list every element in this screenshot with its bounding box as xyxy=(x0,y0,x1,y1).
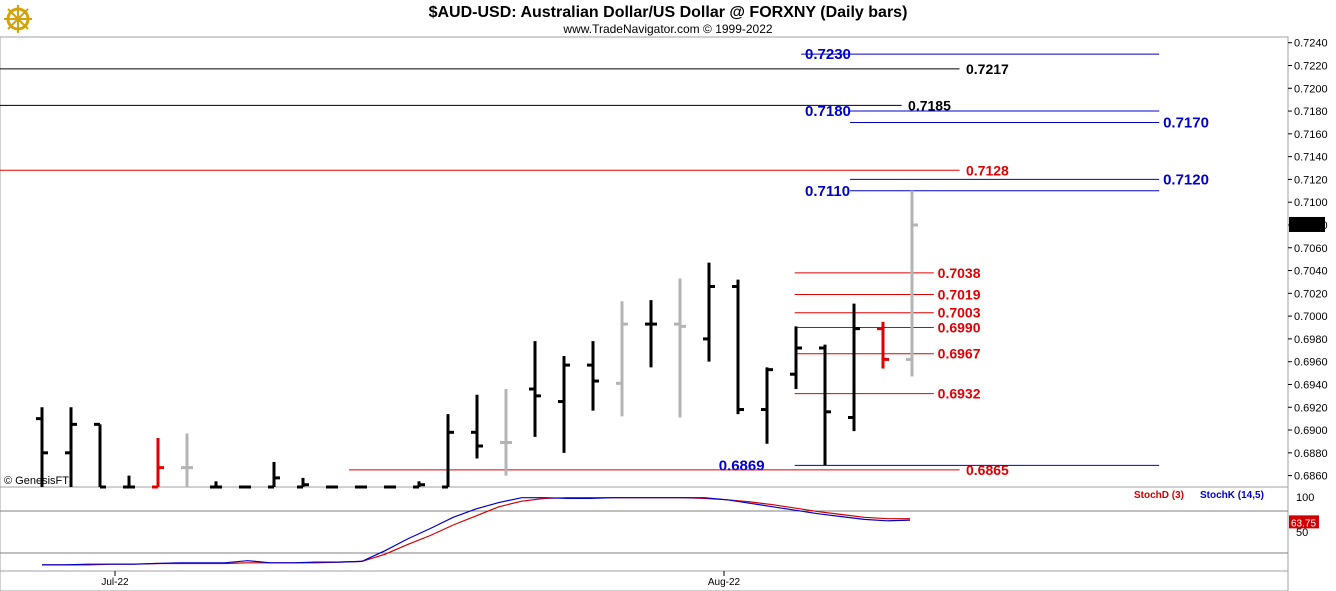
level-label-0.7128: 0.7128 xyxy=(966,162,1009,178)
level-label-0.7120: 0.7120 xyxy=(1163,171,1209,188)
ohlc-bar xyxy=(645,300,657,368)
ohlc-bar xyxy=(413,481,425,489)
stochastic-tick-label: 50 xyxy=(1296,527,1308,539)
price-tick-label: 0.7200 xyxy=(1294,83,1328,95)
ohlc-bar xyxy=(94,422,106,489)
stoch-k-line xyxy=(42,497,911,566)
ohlc-bar xyxy=(268,461,280,489)
ohlc-bar xyxy=(906,190,918,377)
ohlc-bar xyxy=(819,344,831,466)
genesis-watermark: © GenesisFT xyxy=(4,475,69,487)
price-tick-label: 0.7240 xyxy=(1294,38,1328,50)
ohlc-bar xyxy=(761,367,773,444)
stoch-d-line xyxy=(42,497,910,566)
ohlc-bar xyxy=(500,389,512,476)
price-tick-label: 0.7100 xyxy=(1294,197,1328,209)
price-tick-label: 0.7060 xyxy=(1294,243,1328,255)
level-lines: 0.7230 0.7217 0.7185 0.7180 0.7170 0.7128 0.71… xyxy=(0,46,1209,478)
price-tick-label: 0.7180 xyxy=(1294,106,1328,118)
ohlc-bar xyxy=(210,481,222,489)
level-label-0.7170: 0.7170 xyxy=(1163,114,1209,131)
date-label: Jul-22 xyxy=(101,577,129,588)
level-label-0.7185: 0.7185 xyxy=(908,97,951,113)
level-label-0.7217: 0.7217 xyxy=(966,61,1009,77)
last-price-label: 0.7080 xyxy=(1291,220,1325,232)
ohlc-bar xyxy=(442,414,454,489)
price-tick-label: 0.7000 xyxy=(1294,311,1328,323)
price-tick-label: 0.6960 xyxy=(1294,357,1328,369)
price-tick-label: 0.6860 xyxy=(1294,471,1328,483)
last-price-box xyxy=(1289,216,1325,232)
chart-title: $AUD-USD: Australian Dollar/US Dollar @ … xyxy=(429,4,908,21)
stochastic-lines: StochD (3) StochK (14,5) xyxy=(0,490,1288,566)
price-tick-label: 0.7120 xyxy=(1294,174,1328,186)
ohlc-bar xyxy=(616,301,628,417)
ohlc-bar xyxy=(732,279,744,415)
price-tick-label: 0.6980 xyxy=(1294,334,1328,346)
price-tick-label: 0.7220 xyxy=(1294,60,1328,72)
date-label: Aug-22 xyxy=(708,577,741,588)
stochastic-last-box xyxy=(1289,515,1319,529)
price-tick-label: 0.6940 xyxy=(1294,379,1328,391)
level-label-0.7110: 0.7110 xyxy=(805,183,850,200)
ohlc-bar xyxy=(36,407,48,487)
stoch-k-legend: StochK (14,5) xyxy=(1200,490,1264,501)
price-tick-label: 0.7020 xyxy=(1294,288,1328,300)
price-tick-label: 0.6920 xyxy=(1294,402,1328,414)
ohlc-bar xyxy=(587,341,599,411)
level-label-0.7019: 0.7019 xyxy=(938,286,981,302)
ohlc-bar xyxy=(877,321,889,369)
ohlc-bar xyxy=(152,438,164,489)
stochastic-tick-label: 100 xyxy=(1296,492,1314,504)
ohlc-bar xyxy=(558,355,570,453)
level-label-0.7038: 0.7038 xyxy=(938,265,981,281)
ship-wheel-icon[interactable] xyxy=(4,5,32,33)
level-label-0.6932: 0.6932 xyxy=(938,386,981,402)
date-axis xyxy=(0,570,1289,591)
date-labels: Jul-22 Aug-22 xyxy=(101,571,741,588)
ohlc-bar xyxy=(848,303,860,432)
ohlc-bar xyxy=(297,477,309,489)
header: $AUD-USD: Australian Dollar/US Dollar @ … xyxy=(4,4,907,36)
ohlc-bar xyxy=(123,475,135,489)
level-label-0.7230: 0.7230 xyxy=(805,46,851,63)
price-tick-label: 0.7160 xyxy=(1294,129,1328,141)
ohlc-bar xyxy=(790,326,802,390)
price-axis: 0.7240 0.7220 0.7200 0.7180 0.7160 0.7140 0.71… xyxy=(1288,38,1328,483)
level-label-0.6869: 0.6869 xyxy=(719,457,765,474)
chart-subtitle: www.TradeNavigator.com © 1999-2022 xyxy=(562,22,772,36)
level-label-0.7003: 0.7003 xyxy=(938,305,981,321)
price-tick-label: 0.7140 xyxy=(1294,152,1328,164)
price-bars xyxy=(36,190,918,489)
ohlc-bar xyxy=(65,407,77,487)
ohlc-bar xyxy=(674,278,686,418)
ohlc-bar xyxy=(471,394,483,459)
level-label-0.6865: 0.6865 xyxy=(966,462,1009,478)
stochastic-last-value: 63.75 xyxy=(1291,518,1316,529)
stoch-d-legend: StochD (3) xyxy=(1134,490,1184,501)
stochastic-panel[interactable] xyxy=(0,486,1289,572)
ohlc-bar xyxy=(181,433,193,487)
ohlc-bar xyxy=(529,341,541,437)
ohlc-bar xyxy=(703,262,715,362)
price-tick-label: 0.6880 xyxy=(1294,448,1328,460)
level-label-0.6967: 0.6967 xyxy=(938,346,981,362)
level-label-0.7180: 0.7180 xyxy=(805,103,851,120)
level-label-0.6990: 0.6990 xyxy=(938,320,981,336)
price-panel[interactable] xyxy=(0,36,1289,488)
price-tick-label: 0.7040 xyxy=(1294,266,1328,278)
price-tick-label: 0.6900 xyxy=(1294,425,1328,437)
